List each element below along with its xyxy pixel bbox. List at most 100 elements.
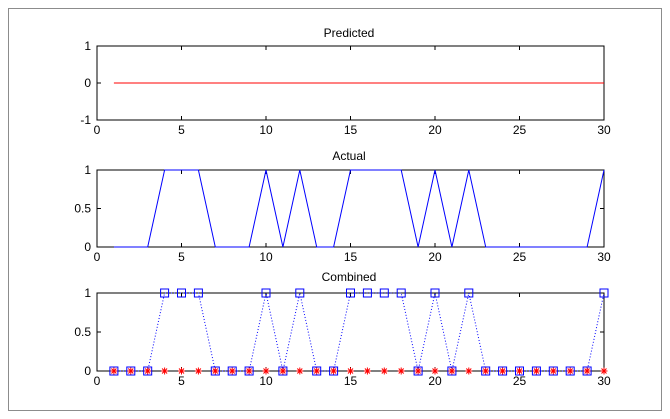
data-point-asterisk bbox=[194, 367, 202, 375]
subplot-title: Combined bbox=[322, 270, 377, 284]
series-line bbox=[113, 169, 605, 248]
data-point-asterisk bbox=[161, 367, 169, 375]
data-point-square bbox=[447, 366, 457, 376]
data-point-square bbox=[177, 288, 186, 298]
data-point-asterisk bbox=[296, 367, 304, 375]
y-tick-label: -1 bbox=[80, 113, 91, 127]
data-point-asterisk bbox=[499, 367, 507, 375]
data-point-asterisk bbox=[583, 367, 591, 375]
data-point-asterisk bbox=[144, 367, 152, 375]
x-tick-label: 0 bbox=[94, 123, 101, 137]
subplot-title: Predicted bbox=[324, 26, 375, 40]
data-point-square bbox=[464, 288, 474, 298]
data-point-square bbox=[160, 288, 170, 298]
data-point-square bbox=[515, 366, 524, 376]
data-point-asterisk bbox=[482, 367, 490, 375]
x-tick-label: 0 bbox=[94, 250, 101, 264]
data-point-asterisk bbox=[245, 367, 253, 375]
x-tick-label: 25 bbox=[513, 374, 527, 388]
y-tick-label: 0.5 bbox=[74, 202, 91, 216]
data-point-square bbox=[413, 366, 423, 376]
x-tick-label: 25 bbox=[513, 123, 527, 137]
x-tick-label: 10 bbox=[259, 250, 273, 264]
x-tick-label: 5 bbox=[178, 374, 185, 388]
data-point-asterisk bbox=[228, 367, 236, 375]
data-point-asterisk bbox=[347, 367, 354, 375]
data-point-square bbox=[244, 366, 254, 376]
data-point-asterisk bbox=[363, 367, 371, 375]
subplot-predicted: Predicted 0 5 10 15 20 25 30-101 bbox=[80, 26, 611, 137]
data-point-asterisk bbox=[431, 367, 439, 375]
data-point-asterisk bbox=[262, 367, 270, 375]
x-tick-label: 20 bbox=[428, 123, 442, 137]
y-tick-label: 0 bbox=[84, 240, 91, 254]
data-point-square bbox=[227, 366, 237, 376]
y-tick-label: 1 bbox=[84, 39, 91, 53]
data-point-square bbox=[565, 366, 575, 376]
data-point-square bbox=[193, 288, 203, 298]
x-tick-label: 20 bbox=[428, 374, 442, 388]
data-point-asterisk bbox=[448, 367, 456, 375]
subplot-title: Actual bbox=[332, 149, 365, 163]
data-point-asterisk bbox=[397, 367, 405, 375]
data-point-asterisk bbox=[330, 367, 338, 375]
x-tick-label: 30 bbox=[597, 250, 611, 264]
data-point-asterisk bbox=[313, 367, 321, 375]
data-point-square bbox=[379, 288, 389, 298]
data-point-asterisk bbox=[566, 367, 574, 375]
data-point-square bbox=[362, 288, 372, 298]
data-point-asterisk bbox=[532, 367, 540, 375]
data-point-asterisk bbox=[211, 367, 219, 375]
data-point-asterisk bbox=[600, 367, 608, 375]
x-tick-label: 5 bbox=[178, 250, 185, 264]
data-point-asterisk bbox=[414, 367, 422, 375]
x-tick-label: 25 bbox=[513, 250, 527, 264]
y-tick-label: 1 bbox=[84, 163, 91, 177]
y-tick-label: 1 bbox=[84, 286, 91, 300]
subplot-actual: Actual 0 5 10 15 20 25 30 0 0.5 1 bbox=[74, 149, 611, 264]
data-point-square bbox=[430, 288, 440, 298]
data-point-square bbox=[261, 288, 271, 298]
x-tick-label: 30 bbox=[597, 123, 611, 137]
data-point-square bbox=[143, 366, 153, 376]
data-point-asterisk bbox=[465, 367, 473, 375]
figure-frame bbox=[8, 8, 662, 411]
data-point-square bbox=[582, 366, 592, 376]
data-point-asterisk bbox=[380, 367, 388, 375]
data-point-asterisk bbox=[279, 367, 287, 375]
y-tick-label: 0.5 bbox=[74, 325, 91, 339]
data-point-square bbox=[498, 366, 508, 376]
data-point-asterisk bbox=[549, 367, 557, 375]
data-point-asterisk bbox=[516, 367, 523, 375]
y-tick-label: 0 bbox=[84, 364, 91, 378]
data-point-square bbox=[346, 288, 355, 298]
subplot-combined: Combined 0 5 10 15 20 25 30 0 0.5 1 bbox=[74, 270, 611, 388]
data-point-square bbox=[548, 366, 558, 376]
x-tick-label: 10 bbox=[259, 374, 273, 388]
data-point-square bbox=[599, 288, 609, 298]
x-tick-label: 10 bbox=[259, 123, 273, 137]
x-tick-label: 15 bbox=[344, 374, 358, 388]
data-point-square bbox=[278, 366, 288, 376]
data-point-square bbox=[396, 288, 406, 298]
y-tick-label: 0 bbox=[84, 76, 91, 90]
series-line bbox=[113, 292, 605, 372]
x-tick-label: 20 bbox=[428, 250, 442, 264]
data-point-asterisk bbox=[127, 367, 135, 375]
data-point-square bbox=[329, 366, 339, 376]
x-tick-label: 0 bbox=[94, 374, 101, 388]
x-tick-label: 15 bbox=[344, 123, 358, 137]
data-point-square bbox=[210, 366, 220, 376]
data-point-square bbox=[295, 288, 305, 298]
x-tick-label: 15 bbox=[344, 250, 358, 264]
data-point-asterisk bbox=[178, 367, 185, 375]
x-tick-label: 5 bbox=[178, 123, 185, 137]
x-tick-label: 30 bbox=[597, 374, 611, 388]
data-point-square bbox=[109, 366, 119, 376]
data-point-square bbox=[481, 366, 491, 376]
data-point-asterisk bbox=[110, 367, 118, 375]
data-point-square bbox=[312, 366, 322, 376]
data-point-square bbox=[126, 366, 136, 376]
data-point-square bbox=[531, 366, 541, 376]
